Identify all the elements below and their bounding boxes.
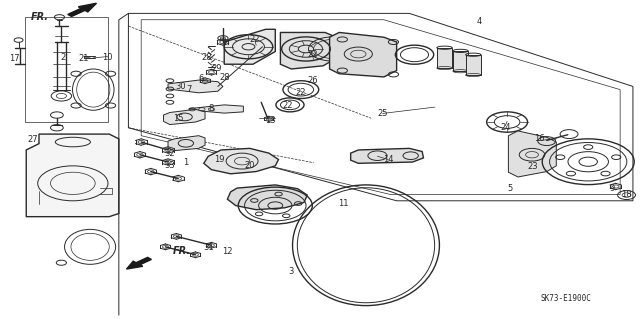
Text: 2: 2 xyxy=(61,53,66,62)
Polygon shape xyxy=(351,148,424,163)
Text: 4: 4 xyxy=(477,17,483,26)
Text: 27: 27 xyxy=(28,135,38,144)
Text: 32: 32 xyxy=(164,149,175,158)
Text: 10: 10 xyxy=(102,53,113,62)
Text: 20: 20 xyxy=(244,161,255,170)
Text: FR.: FR. xyxy=(173,246,191,256)
Polygon shape xyxy=(204,148,278,174)
Text: 15: 15 xyxy=(173,114,184,123)
Text: 30: 30 xyxy=(175,82,186,91)
Text: 12: 12 xyxy=(222,247,233,256)
Text: 18: 18 xyxy=(621,190,632,199)
Text: 21: 21 xyxy=(79,54,89,63)
Text: 9: 9 xyxy=(610,184,615,193)
Text: 25: 25 xyxy=(378,109,388,118)
Text: 22: 22 xyxy=(296,88,306,97)
Text: FR.: FR. xyxy=(31,12,49,22)
Text: 24: 24 xyxy=(500,123,511,132)
Text: 33: 33 xyxy=(164,161,175,170)
Text: 7: 7 xyxy=(186,85,192,94)
Text: SK73-E1900C: SK73-E1900C xyxy=(540,294,591,303)
Text: 13: 13 xyxy=(265,116,275,125)
Polygon shape xyxy=(508,131,556,177)
Text: 1: 1 xyxy=(183,158,189,167)
Text: 31: 31 xyxy=(203,243,214,252)
Text: 17: 17 xyxy=(10,54,20,63)
Text: 29: 29 xyxy=(211,63,222,72)
Polygon shape xyxy=(168,80,223,93)
Text: 22: 22 xyxy=(283,101,293,110)
Polygon shape xyxy=(224,29,275,64)
Text: 28: 28 xyxy=(201,53,212,62)
Polygon shape xyxy=(168,136,205,151)
Text: 28: 28 xyxy=(219,73,230,82)
Text: 19: 19 xyxy=(214,155,225,164)
Polygon shape xyxy=(26,134,119,217)
Text: 11: 11 xyxy=(339,199,349,208)
Polygon shape xyxy=(280,33,334,69)
Text: 6: 6 xyxy=(198,74,204,83)
Polygon shape xyxy=(189,105,243,113)
Polygon shape xyxy=(453,51,468,71)
Polygon shape xyxy=(466,55,481,75)
Text: 14: 14 xyxy=(383,155,394,164)
Text: 8: 8 xyxy=(209,104,214,113)
Text: 26: 26 xyxy=(307,76,317,85)
Polygon shape xyxy=(227,185,307,210)
Polygon shape xyxy=(437,48,452,68)
FancyArrow shape xyxy=(127,257,152,269)
Text: 23: 23 xyxy=(527,162,538,171)
Text: 3: 3 xyxy=(289,267,294,276)
Text: 5: 5 xyxy=(508,184,513,193)
Polygon shape xyxy=(164,109,205,124)
Text: 16: 16 xyxy=(534,134,545,143)
Text: 22: 22 xyxy=(250,35,260,44)
FancyArrow shape xyxy=(68,3,97,17)
Text: 22: 22 xyxy=(307,50,317,59)
Polygon shape xyxy=(330,33,397,77)
